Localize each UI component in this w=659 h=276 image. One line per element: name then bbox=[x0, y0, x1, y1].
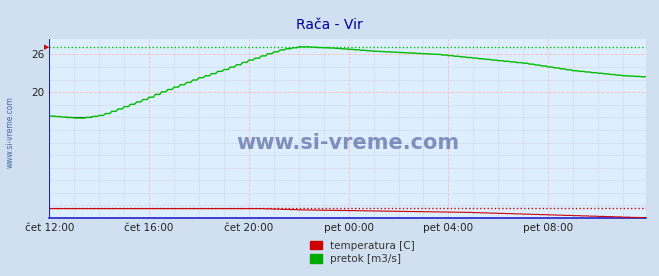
Text: Rača - Vir: Rača - Vir bbox=[296, 18, 363, 32]
Text: ▶: ▶ bbox=[44, 44, 49, 50]
Text: www.si-vreme.com: www.si-vreme.com bbox=[5, 97, 14, 168]
Legend: temperatura [C], pretok [m3/s]: temperatura [C], pretok [m3/s] bbox=[306, 237, 419, 268]
Text: www.si-vreme.com: www.si-vreme.com bbox=[236, 133, 459, 153]
